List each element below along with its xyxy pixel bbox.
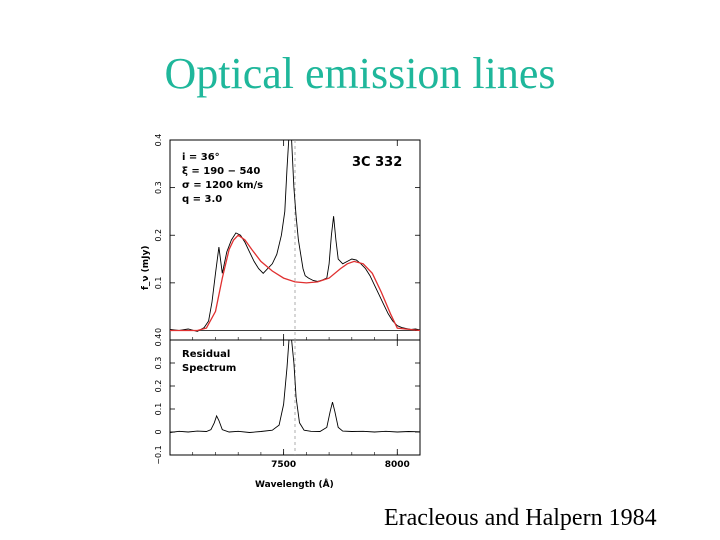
x-tick-label: 8000 [385,460,410,470]
slide-title: Optical emission lines [164,49,556,98]
object-name: 3C 332 [352,155,402,170]
top-panel: 0 0.1 0.2 0.3 0.4 [154,134,420,340]
bottom-y-tick-label: 0.1 [154,403,163,416]
param-inclination: i = 36° [182,152,220,163]
bottom-y-tick-label: 0.3 [154,357,163,370]
bottom-y-tick-label: 0.2 [154,380,163,393]
model-parameters: i = 36° ξ = 190 − 540 σ = 1200 km/s q = … [182,152,263,205]
param-sigma: σ = 1200 km/s [182,180,263,191]
x-tick-label: 7500 [271,460,296,470]
param-xi: ξ = 190 − 540 [182,166,260,177]
residual-label-line2: Spectrum [182,363,236,374]
bottom-y-tick-label: 0 [154,429,163,434]
top-model-series [170,234,420,332]
bottom-panel: −0.1 0 0.1 0.2 0.3 0.4 7500 8000 [154,334,420,470]
top-observed-series [170,140,420,332]
bottom-y-tick-label: −0.1 [154,445,163,464]
top-y-tick-label: 0.1 [154,276,163,289]
y-axis-label: f_ν (mJy) [141,246,151,291]
top-y-tick-label: 0.4 [154,134,163,147]
residual-label-line1: Residual [182,349,230,360]
top-y-tick-label: 0.2 [154,229,163,242]
bottom-residual-series [170,340,420,433]
param-q: q = 3.0 [182,194,222,205]
x-axis-label: Wavelength (Å) [255,479,334,490]
bottom-y-tick-label: 0.4 [154,334,163,347]
citation: Eracleous and Halpern 1984 [384,505,657,531]
top-y-tick-label: 0.3 [154,181,163,194]
top-y-tick-label: 0 [154,328,163,333]
